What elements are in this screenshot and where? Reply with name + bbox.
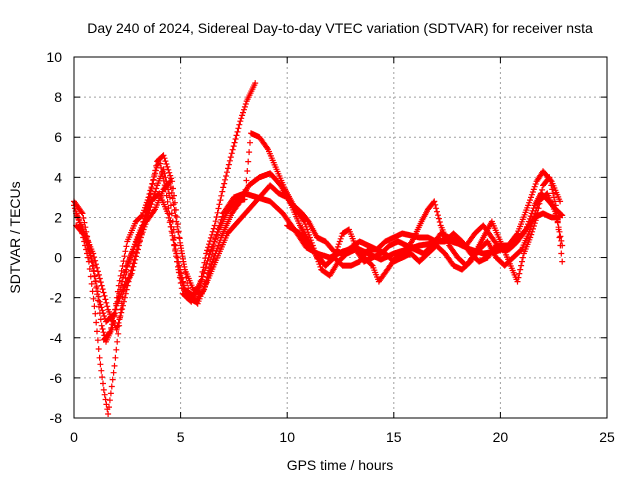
y-tick-label: 8: [54, 89, 62, 105]
y-tick-label: 2: [54, 209, 62, 225]
plot-frame: [73, 56, 608, 419]
series-arc-6: [284, 190, 566, 273]
x-tick-label: 5: [177, 429, 185, 445]
x-tick-label: 25: [599, 429, 615, 445]
y-tick-label: -6: [50, 370, 63, 386]
x-tick-labels: 0 5 10 15 20 25: [70, 429, 615, 445]
x-tick-label: 0: [70, 429, 78, 445]
y-tick-label: -8: [50, 410, 63, 426]
x-tick-label: 20: [493, 429, 509, 445]
data-point-marks: [71, 152, 564, 417]
x-axis-label: GPS time / hours: [287, 457, 394, 473]
y-tick-label: 10: [46, 49, 62, 65]
series-arc-2: [71, 152, 564, 417]
tick-marks: [73, 56, 608, 419]
y-tick-labels: -8 -6 -4 -2 0 2 4 6 8 10: [46, 49, 62, 426]
y-tick-label: -4: [50, 330, 63, 346]
data-point-marks: [284, 190, 566, 273]
series-arc-5: [73, 178, 564, 333]
x-tick-label: 15: [386, 429, 402, 445]
data-series: [71, 80, 566, 417]
y-axis-label: SDTVAR / TECUs: [7, 181, 23, 293]
x-tick-label: 10: [279, 429, 295, 445]
y-tick-label: 6: [54, 129, 62, 145]
y-tick-label: 0: [54, 250, 62, 266]
y-tick-label: 4: [54, 169, 62, 185]
y-tick-label: -2: [50, 290, 63, 306]
data-point-marks: [73, 178, 564, 333]
chart-title: Day 240 of 2024, Sidereal Day-to-day VTE…: [87, 20, 593, 36]
